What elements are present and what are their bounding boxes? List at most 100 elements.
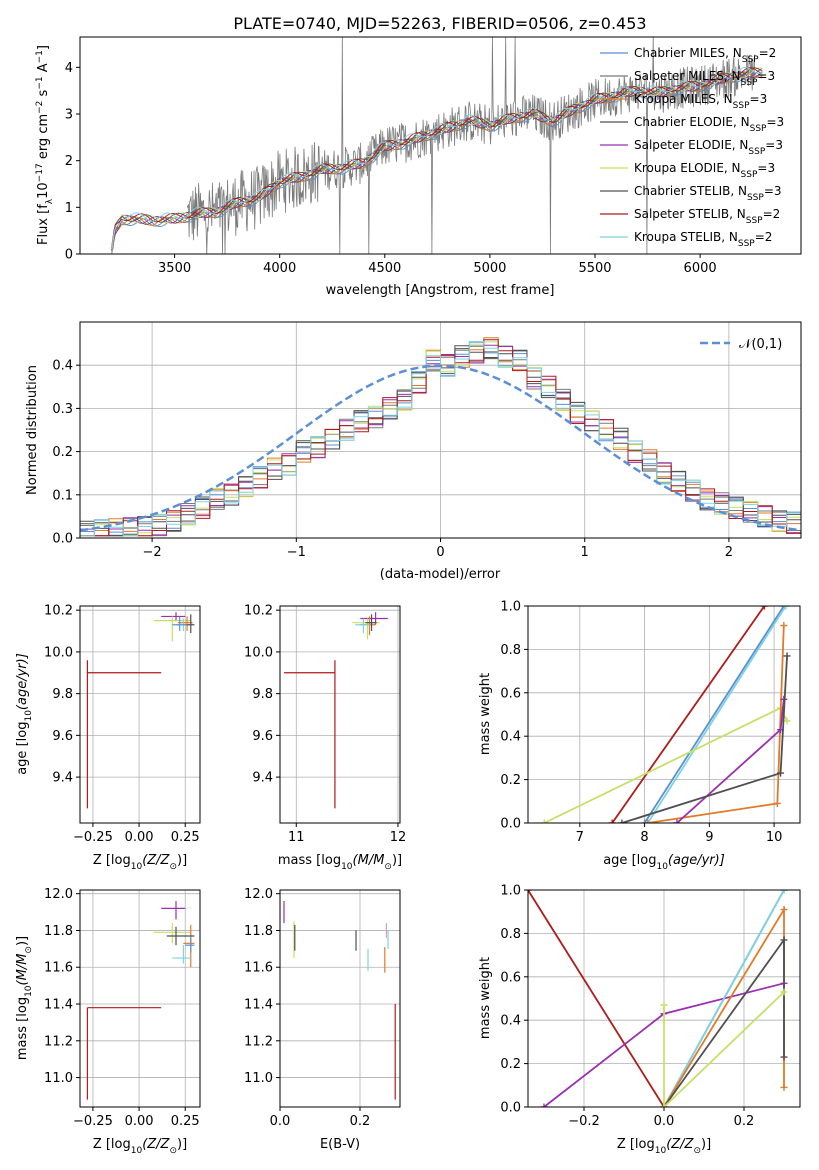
legend-label: Kroupa STELIB, NSSP=2 — [634, 230, 772, 249]
x-axis-label: E(B-V) — [320, 1137, 360, 1152]
axes-frame — [79, 889, 201, 1108]
y-tick-label: 1.0 — [500, 600, 521, 615]
x-tick-label: 10 — [766, 830, 783, 845]
y-tick-label: 9.8 — [52, 687, 73, 702]
y-tick-label: 10.2 — [44, 604, 73, 619]
x-tick-label: 0.0 — [270, 1114, 291, 1129]
y-axis-label: mass weight — [478, 957, 493, 1039]
chart-residuals: −2 −1 0 1 2 0.0 0.1 0.2 0.3 0.4 Normed distributio… — [25, 321, 802, 582]
series-marker — [540, 819, 548, 823]
y-tick-label: 0.4 — [52, 359, 73, 374]
x-tick-label: −0.25 — [73, 830, 113, 845]
y-tick-label: 11.0 — [244, 1071, 273, 1086]
y-tick-label: 12.0 — [244, 887, 273, 902]
y-tick-label: 0.3 — [52, 402, 73, 417]
plot-area — [284, 612, 388, 809]
series-marker — [783, 652, 791, 660]
series-line — [647, 606, 787, 823]
x-axis-label: mass [log10(M/M⊙)] — [278, 853, 402, 872]
plot-area — [540, 606, 791, 823]
legend-label: Salpeter MILES, NSSP=3 — [634, 69, 775, 88]
y-tick-label: 0.2 — [52, 445, 73, 460]
figure-title: PLATE=0740, MJD=52263, FIBERID=0506, z=0… — [233, 14, 646, 33]
y-tick-label: 9.6 — [52, 729, 73, 744]
legend-label: Salpeter STELIB, NSSP=2 — [634, 207, 780, 226]
y-tick-label: 11.4 — [244, 998, 273, 1013]
y-tick-label: 0.8 — [500, 643, 521, 658]
series-marker — [641, 819, 649, 823]
x-tick-label: 0.00 — [125, 830, 154, 845]
y-tick-label: 10.2 — [244, 604, 273, 619]
y-tick-label: 0 — [65, 248, 73, 263]
y-tick-label: 10.0 — [44, 645, 73, 660]
y-axis-label: Normed distribution — [25, 365, 40, 495]
y-tick-label: 12.0 — [44, 887, 73, 902]
axes-frame — [279, 605, 401, 824]
plot-area — [528, 890, 788, 1107]
model-spectrum — [111, 67, 763, 251]
y-tick-label: 0.0 — [52, 532, 73, 547]
y-tick-label: 11.6 — [44, 961, 73, 976]
x-tick-label: 1 — [581, 545, 589, 560]
model-spectrum — [111, 67, 763, 250]
gaussian-curve — [80, 364, 801, 532]
series-marker — [660, 1001, 668, 1009]
x-tick-label: 0.2 — [734, 1114, 755, 1129]
x-axis-label: Z [log10(Z/Z⊙)] — [617, 1137, 711, 1156]
y-tick-label: 0.8 — [500, 927, 521, 942]
x-tick-label: 8 — [640, 830, 648, 845]
y-tick-label: 3 — [65, 108, 73, 123]
y-tick-label: 1.0 — [500, 884, 521, 899]
observed-spectrum — [186, 37, 756, 254]
y-axis-label: mass weight — [478, 673, 493, 755]
chart-age_vs_mass: 11 12 9.4 9.6 9.8 10.0 10.2 mass [log10(M/M⊙)] — [244, 604, 406, 872]
series-marker — [780, 906, 788, 914]
series-marker — [644, 819, 652, 823]
x-tick-label: −2 — [143, 545, 162, 560]
y-tick-label: 4 — [65, 61, 73, 76]
x-tick-label: 0.00 — [125, 1114, 154, 1129]
x-axis-label: wavelength [Angstrom, rest frame] — [326, 283, 555, 298]
series-marker — [618, 819, 626, 823]
series-marker — [608, 819, 616, 823]
chart-spectrum: 3500 4000 4500 5000 5500 6000 0 1 2 3 4 Flux [fλ10−… — [35, 36, 802, 298]
y-tick-label: 0.2 — [500, 773, 521, 788]
plot-area — [86, 612, 195, 809]
x-tick-label: 7 — [576, 830, 584, 845]
axes-frame — [279, 889, 401, 1108]
series-marker — [660, 1103, 668, 1107]
x-axis-label: age [log10(age/yr)] — [603, 853, 725, 872]
x-tick-label: 0.25 — [171, 1114, 200, 1129]
y-tick-label: 9.8 — [252, 687, 273, 702]
y-tick-label: 9.6 — [252, 729, 273, 744]
series-line — [611, 606, 766, 823]
x-tick-label: 0.0 — [654, 1114, 675, 1129]
x-tick-label: 0.2 — [350, 1114, 371, 1129]
x-tick-label: 0 — [436, 545, 444, 560]
y-tick-label: 0.4 — [500, 730, 521, 745]
legend-label: 𝒩(0,1) — [739, 337, 782, 352]
series-marker — [773, 799, 781, 807]
series-line — [663, 890, 785, 1107]
series-marker — [780, 1053, 788, 1061]
model-spectrum — [111, 67, 763, 249]
x-axis-label: Z [log10(Z/Z⊙)] — [93, 853, 187, 872]
series-marker — [540, 1103, 548, 1107]
y-tick-label: 9.4 — [52, 771, 73, 786]
x-tick-label: 5000 — [473, 261, 506, 276]
x-tick-label: 6000 — [684, 261, 717, 276]
y-tick-label: 0.0 — [500, 817, 521, 832]
y-tick-label: 1 — [65, 201, 73, 216]
series-marker — [780, 988, 788, 996]
x-tick-label: 5500 — [578, 261, 611, 276]
series-marker — [780, 936, 788, 944]
x-axis-label: Z [log10(Z/Z⊙)] — [93, 1137, 187, 1156]
y-tick-label: 11.4 — [44, 998, 73, 1013]
axes-frame — [79, 36, 802, 255]
x-tick-label: 4500 — [368, 261, 401, 276]
y-tick-label: 9.4 — [252, 771, 273, 786]
x-tick-label: −0.2 — [568, 1114, 600, 1129]
legend-label: Salpeter ELODIE, NSSP=3 — [634, 138, 783, 157]
series-marker — [673, 819, 681, 823]
